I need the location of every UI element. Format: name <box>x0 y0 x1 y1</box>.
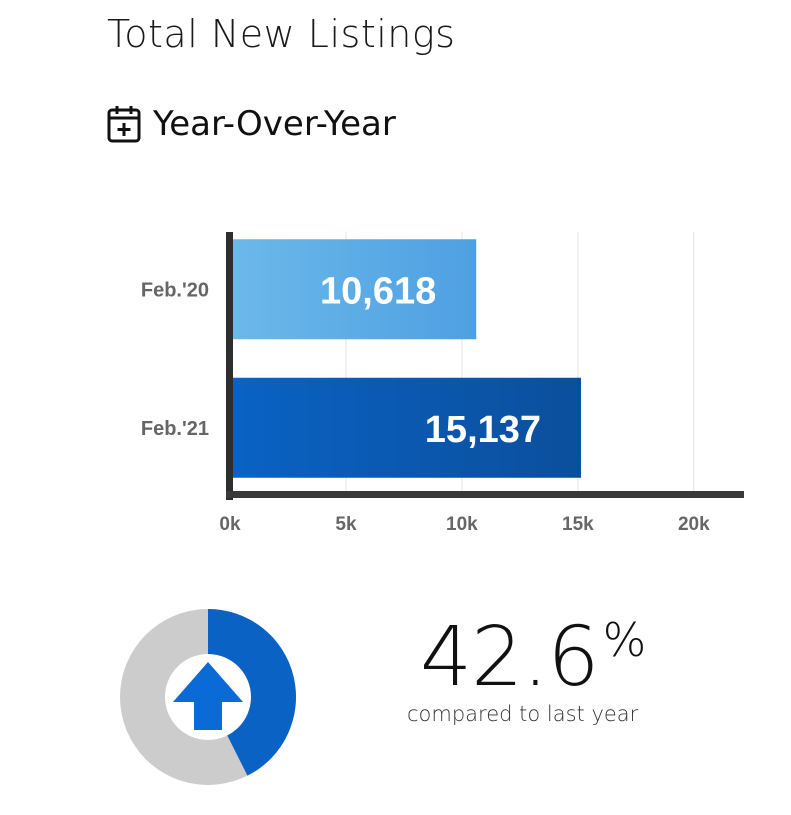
x-tick-label: 5k <box>335 514 357 535</box>
bar-value-label: 15,137 <box>425 409 541 451</box>
x-tick-label: 20k <box>678 514 710 535</box>
subtitle-row: Year-Over-Year <box>107 104 396 144</box>
y-category-label: Feb.'21 <box>141 418 209 440</box>
x-tick-label: 10k <box>446 514 478 535</box>
donut-value-ring <box>208 609 296 776</box>
page-subtitle: Year-Over-Year <box>153 104 396 144</box>
y-axis-line <box>226 232 233 500</box>
x-tick-label: 0k <box>219 514 241 535</box>
change-unit: % <box>602 613 647 667</box>
y-category-label: Feb.'20 <box>141 279 209 301</box>
calendar-plus-icon <box>107 106 141 143</box>
bar-value-label: 10,618 <box>320 270 436 312</box>
change-percentage: 42.6 % <box>420 612 646 704</box>
axes <box>226 232 744 500</box>
bar <box>233 239 477 340</box>
bars <box>233 239 582 478</box>
page-title: Total New Listings <box>107 12 456 56</box>
axis-labels: 0k 5k 10k 15k 20k 10,618 Feb.'20 15,137 Feb.'21 <box>141 270 710 535</box>
bar-chart: 0k 5k 10k 15k 20k 10,618 Feb.'20 15,137 Feb.'21 <box>141 232 744 535</box>
x-axis-line <box>226 491 744 498</box>
change-value: 42.6 <box>420 610 600 705</box>
arrow-up-icon <box>173 662 243 730</box>
change-donut <box>120 609 296 785</box>
x-tick-label: 15k <box>562 514 594 535</box>
bar <box>233 377 582 478</box>
change-caption: compared to last year <box>407 702 639 726</box>
